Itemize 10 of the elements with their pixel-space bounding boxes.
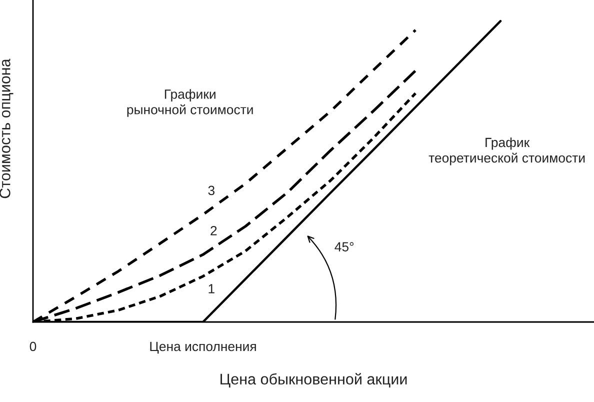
annotation: 45° (334, 242, 354, 252)
series-label: 2 (210, 226, 217, 236)
y-axis-title: Стоимость опциона (0, 58, 14, 198)
x-tick-label: 0 (30, 342, 36, 352)
text: График теоретической стоимости (428, 137, 585, 166)
annotation: Графики рыночной стоимости (127, 89, 253, 117)
x-axis-title: Цена обыкновенной акции (220, 373, 407, 388)
series-label: 3 (208, 186, 214, 196)
x-tick-label: Цена исполнения (150, 342, 256, 354)
series-label: 1 (208, 284, 214, 294)
